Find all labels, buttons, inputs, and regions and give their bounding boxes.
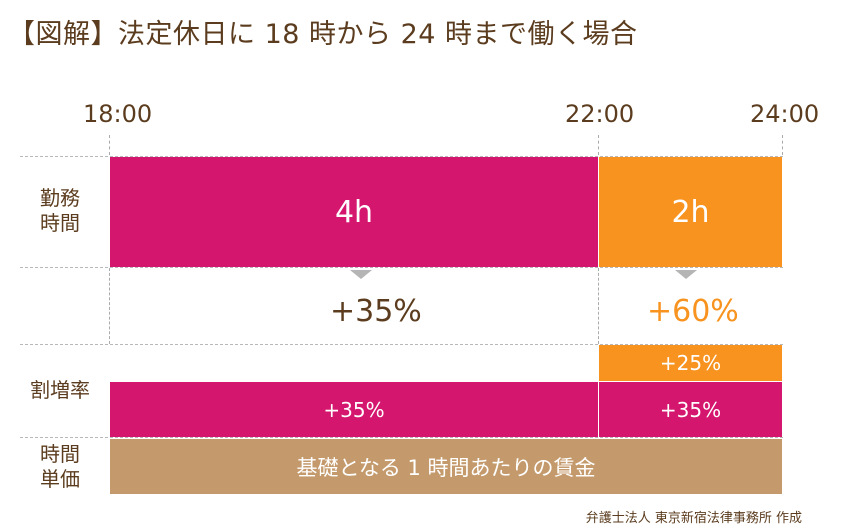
base-wage-bar: 基礎となる 1 時間あたりの賃金 [110,439,782,494]
arrow-down-icon [350,270,372,279]
base-wage-label: 基礎となる 1 時間あたりの賃金 [296,455,596,480]
holiday-premium-regular-label: +35% [323,397,385,422]
tick-end [782,135,783,155]
work-bar-late: 2h [599,157,782,267]
time-label-start: 18:00 [83,100,153,128]
grid-line-3 [20,344,783,345]
row-label-work-hours: 勤務 時間 [40,186,80,235]
arrow-down-icon [675,270,697,279]
late-night-premium-label: +25% [659,351,722,375]
row-label-rate: 割増率 [30,378,90,402]
page-title: 【図解】法定休日に 18 時から 24 時まで働く場合 [8,19,638,50]
time-label-end: 24:00 [750,100,820,128]
divider-mid [598,268,599,344]
tick-mid [598,135,599,155]
holiday-premium-bar-late: +35% [599,382,782,437]
work-bar-late-label: 2h [671,194,710,230]
total-rate-regular: +35% [330,294,422,329]
grid-line-4 [20,437,783,438]
holiday-premium-bar-regular: +35% [110,382,598,437]
work-bar-regular: 4h [110,157,598,267]
work-bar-regular-label: 4h [334,194,374,230]
late-night-premium-bar: +25% [599,345,782,381]
grid-line-1 [20,156,783,157]
grid-line-2 [20,267,783,268]
tick-start [109,135,110,155]
row-label-unit-price: 時間 単価 [40,442,80,491]
holiday-premium-late-label: +35% [659,397,722,422]
divider-left [109,268,110,344]
time-label-mid: 22:00 [565,100,635,128]
credit-text: 弁護士法人 東京新宿法律事務所 作成 [585,511,802,526]
total-rate-late: +60% [647,294,739,329]
